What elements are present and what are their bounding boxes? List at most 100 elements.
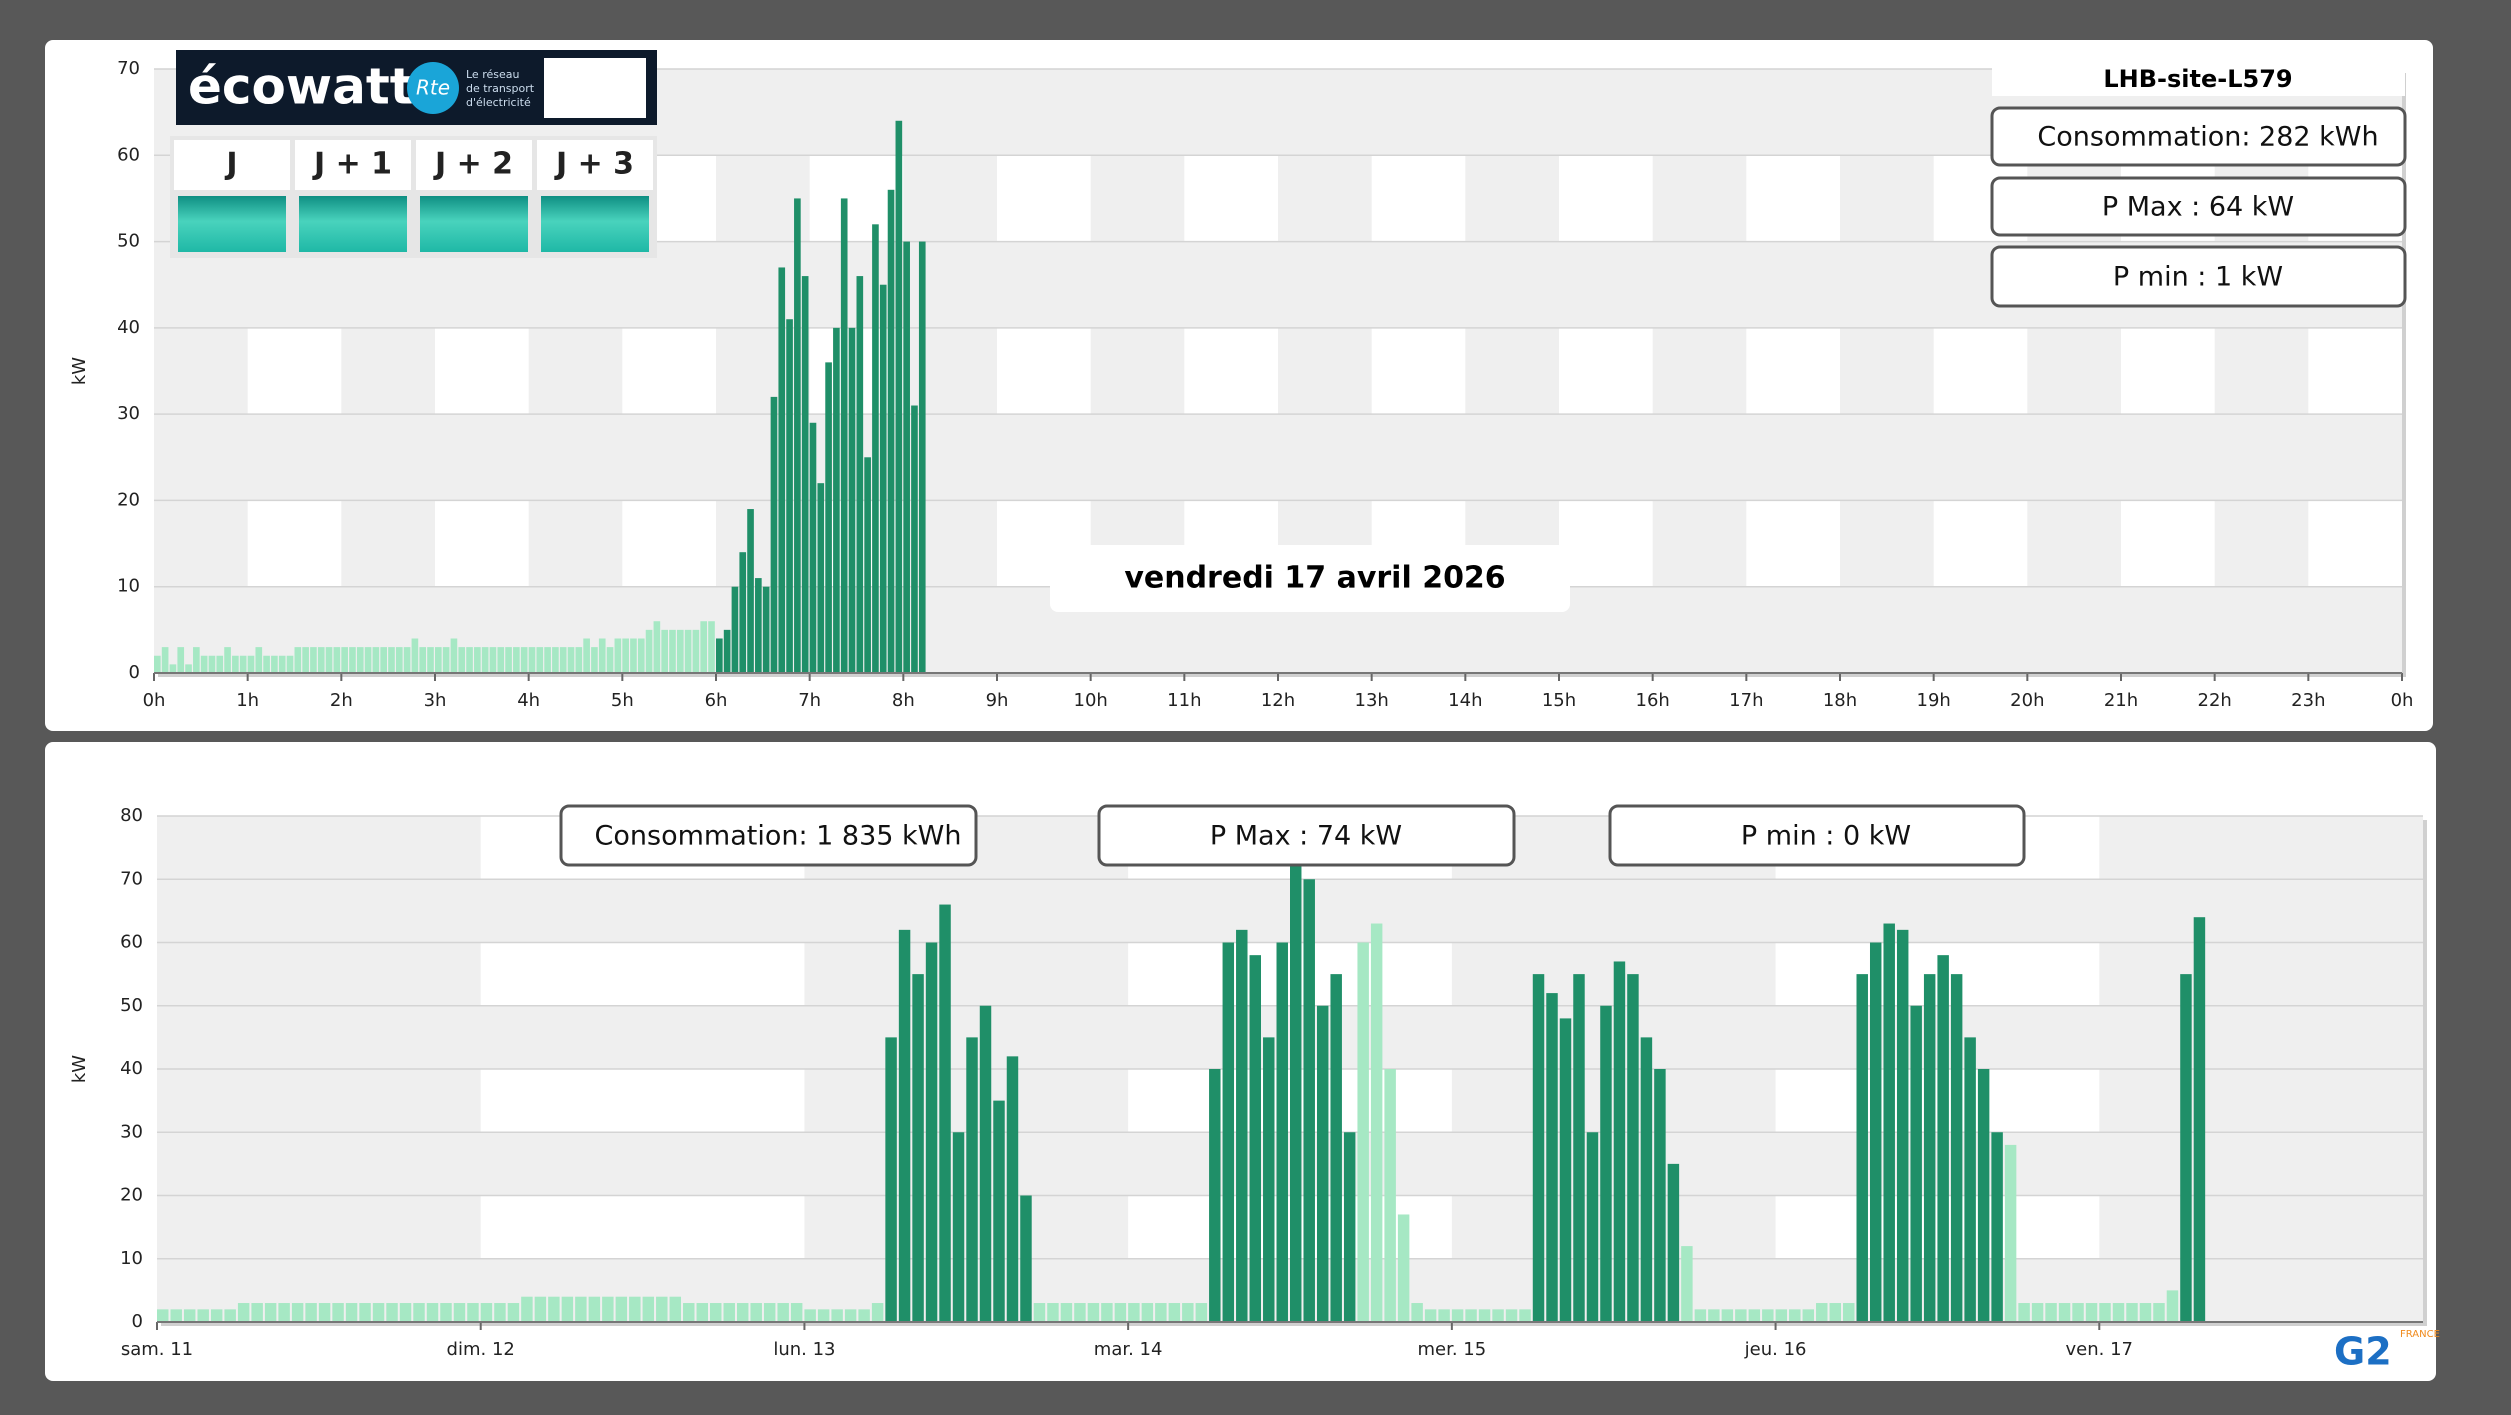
bar — [683, 1303, 695, 1322]
bar — [1384, 1069, 1396, 1322]
stat-box — [1097, 804, 1516, 867]
bar — [858, 1309, 870, 1322]
bar — [333, 647, 341, 673]
x-tick-label: 16h — [1636, 690, 1670, 711]
bar — [494, 1303, 506, 1322]
bar — [588, 1296, 601, 1322]
grid-cell — [997, 155, 1091, 242]
bar — [1451, 1309, 1464, 1322]
y-tick-label: 40 — [120, 1058, 143, 1079]
bar — [310, 647, 317, 673]
bar — [528, 647, 536, 673]
bar — [1532, 974, 1545, 1322]
bar — [1762, 1309, 1774, 1322]
bar — [2085, 1303, 2098, 1322]
bar — [544, 647, 551, 673]
stat-text: P min : 0 kW — [1741, 821, 1911, 852]
bar — [325, 647, 333, 673]
bar — [669, 629, 676, 673]
bar — [656, 1296, 668, 1322]
bar — [723, 629, 731, 673]
bar — [1424, 1309, 1437, 1322]
bar — [684, 629, 692, 673]
bar — [794, 198, 801, 673]
day-signal — [178, 196, 286, 252]
y-tick-label: 10 — [120, 1248, 143, 1269]
x-tick-label: mar. 14 — [1094, 1339, 1163, 1360]
bar — [575, 647, 583, 673]
bar — [442, 647, 450, 673]
bar — [1141, 1303, 1154, 1322]
bar — [1681, 1246, 1693, 1322]
bar — [534, 1296, 547, 1322]
bar — [364, 647, 372, 673]
bar — [305, 1303, 317, 1322]
grid-cell — [1184, 327, 1278, 415]
bar — [1829, 1303, 1841, 1322]
grid-cell — [1559, 500, 1653, 587]
bar — [2018, 1303, 2030, 1322]
bar — [750, 1303, 762, 1322]
grid-cell — [480, 1195, 805, 1259]
day-label: J + 1 — [312, 147, 392, 182]
stat-box — [1990, 245, 2407, 308]
bar — [210, 1309, 223, 1322]
rte-tagline: d'électricité — [466, 96, 531, 109]
bar — [450, 638, 458, 673]
bar — [2045, 1303, 2057, 1322]
y-tick-label: 80 — [120, 805, 143, 826]
bar — [154, 655, 161, 673]
site-box — [1992, 62, 2405, 96]
bar — [1721, 1309, 1734, 1322]
rte-text: Rte — [416, 76, 450, 100]
bar — [716, 638, 723, 673]
grid-cell — [1371, 155, 1466, 242]
bar — [411, 638, 419, 673]
bar — [1896, 929, 1909, 1322]
y-axis-label: kW — [69, 357, 90, 385]
bar — [1370, 923, 1383, 1322]
bar — [2112, 1303, 2125, 1322]
bar — [403, 647, 411, 673]
bar — [700, 621, 708, 673]
bar — [1735, 1309, 1747, 1322]
grid-cell — [1559, 327, 1653, 415]
bar — [583, 638, 590, 673]
bar — [856, 276, 864, 673]
bar — [2126, 1303, 2138, 1322]
y-tick-label: 10 — [117, 576, 140, 597]
bar — [804, 1309, 816, 1322]
bar — [278, 1303, 290, 1322]
bar — [864, 457, 871, 673]
grid-cell — [1559, 155, 1653, 242]
grid-cell — [435, 500, 529, 587]
bar — [388, 647, 395, 673]
y-tick-label: 50 — [117, 231, 140, 252]
stat-text: P Max : 74 kW — [1210, 821, 1402, 852]
grid-cell — [1933, 327, 2028, 415]
site-name: LHB-site-L579 — [2103, 65, 2292, 93]
y-tick-label: 30 — [120, 1121, 143, 1142]
x-tick-label: 15h — [1542, 690, 1576, 711]
bar — [1910, 1005, 1922, 1322]
bar — [294, 647, 302, 673]
bar — [710, 1303, 722, 1322]
x-tick-label: 23h — [2291, 690, 2325, 711]
grid-cell — [622, 500, 716, 587]
bar — [918, 241, 926, 674]
bar — [1263, 1037, 1275, 1322]
rte-tagline: Le réseau — [466, 68, 519, 81]
bar — [2180, 974, 2192, 1322]
bar — [966, 1037, 978, 1322]
bar — [844, 1309, 857, 1322]
bar — [763, 1303, 776, 1322]
bar — [507, 1303, 520, 1322]
bar — [1573, 974, 1585, 1322]
bar — [380, 647, 387, 673]
bar — [903, 241, 910, 674]
x-tick-label: 3h — [424, 690, 447, 711]
bar — [912, 974, 924, 1322]
x-tick-label: 7h — [798, 690, 821, 711]
bar — [642, 1296, 655, 1322]
bar — [952, 1132, 965, 1322]
